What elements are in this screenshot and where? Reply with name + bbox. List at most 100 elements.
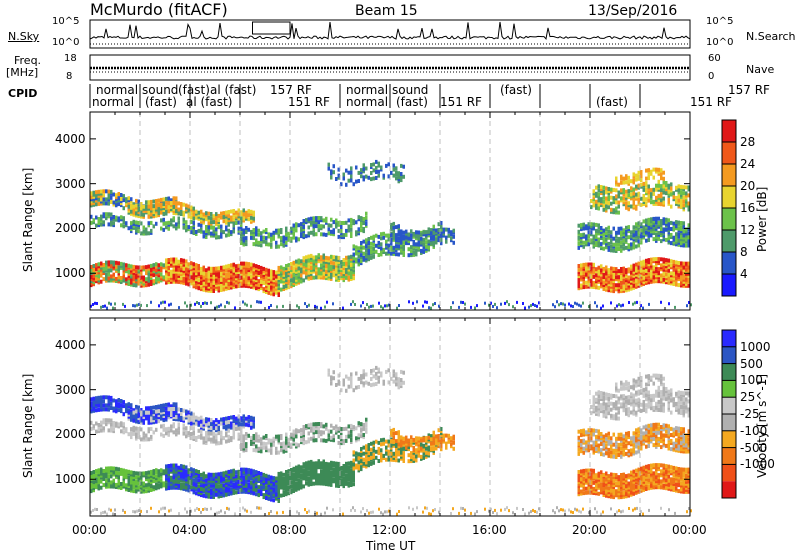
power-cell (195, 215, 198, 220)
power-cell (202, 230, 205, 235)
power-cell (612, 266, 615, 271)
velocity-cell (237, 473, 240, 478)
power-cell (420, 248, 423, 253)
power-cell (667, 262, 670, 267)
power-cell (210, 266, 213, 271)
power-cell (135, 211, 138, 216)
power-cell (648, 302, 650, 306)
power-cell (340, 264, 343, 269)
power-cell (587, 262, 590, 267)
power-cell (378, 301, 380, 305)
power-cell (400, 229, 403, 234)
power-cell (210, 278, 213, 283)
power-cell (350, 273, 353, 277)
velocity-cell (192, 478, 195, 483)
velocity-cell (270, 475, 273, 480)
power-cell (662, 202, 665, 207)
velocity-cell (232, 490, 235, 495)
power-cell (677, 238, 680, 243)
power-cell (167, 220, 170, 225)
power-cell (622, 242, 625, 247)
power-cell (240, 281, 243, 286)
velocity-cell (220, 471, 223, 476)
power-cell (195, 230, 198, 234)
power-cell (375, 243, 378, 248)
power-cell (230, 281, 233, 286)
power-cell (305, 234, 308, 239)
velocity-cell (155, 474, 158, 479)
power-cell (157, 279, 160, 284)
power-cell (602, 185, 605, 190)
velocity-cell (122, 404, 125, 409)
power-cell (592, 262, 595, 267)
power-cell (352, 252, 355, 257)
power-cell (642, 187, 645, 192)
power-cell (260, 243, 263, 248)
power-cell (290, 284, 293, 289)
power-cell (677, 234, 680, 239)
power-cell (310, 266, 313, 270)
power-cell (105, 189, 108, 194)
power-cell (372, 234, 375, 239)
velocity-cell (145, 406, 148, 411)
power-cell (265, 236, 268, 241)
velocity-cell (387, 449, 390, 454)
power-cell (160, 266, 163, 271)
velocity-cell (280, 475, 283, 480)
power-cell (392, 225, 395, 230)
power-cell (620, 285, 623, 290)
velocity-cell (265, 473, 268, 478)
power-cell (97, 217, 100, 221)
power-cell (677, 198, 680, 203)
power-cell (245, 265, 248, 270)
velocity-cell (105, 395, 108, 400)
power-cell (580, 235, 583, 240)
power-cell (237, 220, 240, 225)
power-cell (416, 300, 418, 304)
power-cell (592, 226, 595, 231)
power-cell (632, 187, 635, 192)
velocity-cell (345, 473, 348, 478)
power-cell (484, 301, 486, 305)
velocity-cell (205, 478, 208, 483)
velocity-cell (157, 485, 160, 490)
power-cell (310, 272, 313, 277)
power-cell (367, 175, 370, 180)
power-cell (675, 262, 678, 267)
power-cell (600, 306, 602, 310)
power-cell (452, 240, 455, 245)
velocity-cell (297, 472, 300, 477)
power-cell (647, 184, 650, 189)
power-cell (152, 214, 155, 219)
power-cell (297, 258, 300, 263)
power-cell (277, 265, 280, 270)
freq-tick-bottom: 8 (66, 71, 73, 82)
power-cell (660, 168, 663, 173)
power-cell (660, 263, 663, 268)
power-cell (632, 172, 635, 177)
power-cell (687, 283, 690, 288)
nave-tick-top: 60 (708, 53, 721, 64)
power-cell (408, 300, 410, 304)
power-cell (327, 223, 330, 228)
power-cell (592, 274, 595, 279)
velocity-cell (297, 464, 300, 469)
power-cell (410, 233, 413, 238)
velocity-cell (397, 450, 400, 455)
power-cell (332, 255, 335, 260)
power-cell (508, 303, 510, 307)
velocity-cell (175, 467, 178, 472)
power-cell (607, 233, 610, 238)
power-cell (370, 249, 373, 254)
velocity-cell (387, 439, 390, 444)
velocity-cell (437, 428, 440, 433)
power-cell (582, 232, 585, 237)
power-cell (597, 285, 600, 290)
velocity-cell (112, 406, 115, 411)
velocity-cell (345, 461, 348, 466)
velocity-cell (155, 482, 158, 487)
power-cell (602, 236, 605, 241)
power-cell (162, 227, 165, 232)
power-cell (570, 304, 572, 308)
power-cell (257, 228, 260, 233)
